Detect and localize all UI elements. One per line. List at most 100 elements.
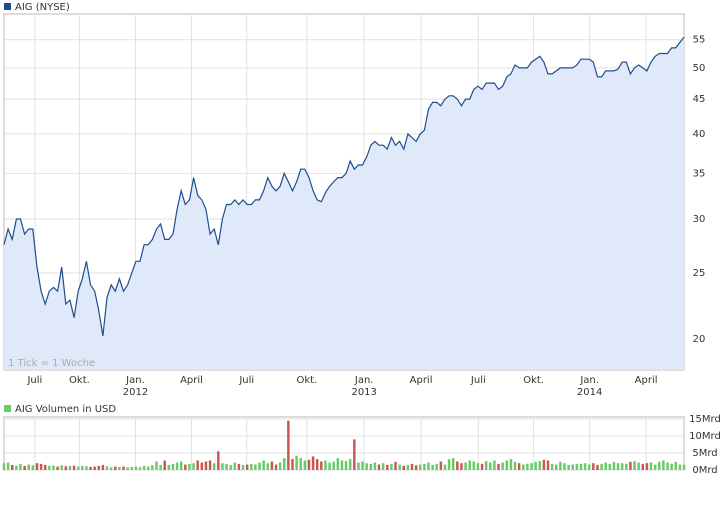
volume-bar — [258, 462, 261, 470]
volume-bar — [15, 465, 18, 470]
volume-bar — [497, 463, 500, 470]
volume-bar — [555, 464, 558, 470]
volume-bar — [155, 461, 158, 470]
volume-bar — [625, 463, 628, 470]
volume-bar — [336, 458, 340, 470]
volume-bar — [410, 463, 414, 470]
volume-bar — [208, 460, 212, 470]
y-tick-label: 20 — [693, 334, 706, 345]
volume-bar — [427, 462, 430, 470]
volume-bar — [612, 461, 616, 470]
volume-bar — [6, 462, 10, 470]
volume-bar — [616, 463, 620, 470]
y-tick-label: 25 — [693, 268, 706, 279]
volume-bar — [241, 464, 245, 470]
volume-bar — [592, 463, 595, 470]
volume-bar — [142, 465, 146, 470]
volume-bar — [204, 461, 208, 470]
volume-bar — [460, 463, 463, 470]
volume-bar — [64, 466, 68, 470]
volume-bar — [464, 462, 467, 470]
x-tick-label: Jan. — [125, 375, 145, 386]
volume-bar — [423, 463, 426, 470]
volume-bar — [653, 464, 657, 470]
volume-bar — [118, 466, 121, 470]
volume-bar — [192, 463, 195, 470]
volume-bar — [56, 466, 59, 470]
volume-bar — [538, 461, 541, 470]
y-tick-label: 55 — [693, 35, 706, 46]
volume-bar — [315, 459, 319, 470]
volume-bar — [81, 465, 84, 470]
volume-bar — [534, 461, 537, 470]
volume-bar — [68, 465, 72, 470]
volume-bar — [451, 458, 455, 470]
volume-bar — [303, 460, 307, 470]
volume-bar — [11, 464, 14, 470]
volume-bar — [307, 459, 311, 470]
volume-bar — [97, 465, 101, 470]
volume-bar — [530, 463, 533, 470]
volume-bar — [138, 467, 142, 470]
volume-bar — [431, 464, 434, 470]
y-tick-label: 50 — [693, 63, 706, 74]
volume-bar — [291, 459, 294, 470]
volume-bar — [608, 463, 612, 470]
volume-bar — [357, 462, 360, 470]
volume-bar — [114, 466, 117, 470]
volume-bar — [105, 466, 109, 470]
volume-bar — [419, 464, 422, 470]
volume-bar — [587, 464, 591, 470]
volume-bar — [283, 458, 286, 470]
volume-bar — [472, 461, 476, 470]
x-tick-label: Okt. — [523, 375, 544, 386]
volume-bar — [571, 464, 574, 470]
x-tick-label: Okt. — [69, 375, 90, 386]
volume-bar — [287, 420, 290, 470]
x-tick-label: April — [410, 375, 433, 386]
volume-bar — [52, 465, 55, 470]
y-tick-label: 5Mrd — [692, 448, 717, 459]
price-area — [4, 37, 684, 370]
volume-bar — [670, 463, 673, 470]
volume-bar — [493, 460, 496, 470]
volume-bar — [72, 465, 76, 470]
volume-bar — [662, 460, 665, 470]
volume-bar — [658, 461, 661, 470]
volume-bar — [377, 464, 381, 470]
volume-bar — [348, 459, 352, 470]
volume-bar — [328, 462, 331, 470]
volume-bar — [567, 464, 570, 470]
volume-bar — [93, 466, 96, 470]
volume-bar — [439, 461, 443, 470]
volume-bar — [468, 460, 471, 470]
volume-bar — [484, 461, 488, 470]
volume-bar — [666, 462, 669, 470]
x-tick-label: Juli — [238, 375, 254, 386]
volume-bar — [76, 466, 80, 470]
volume-bar — [402, 465, 405, 470]
volume-bar — [262, 460, 265, 470]
volume-bar — [320, 461, 323, 470]
volume-bar — [167, 464, 171, 470]
volume-bar — [522, 464, 525, 470]
x-tick-label: Juli — [470, 375, 486, 386]
volume-bar — [381, 463, 385, 470]
y-tick-label: 0Mrd — [692, 465, 717, 476]
volume-bar — [542, 459, 546, 470]
volume-bar — [501, 462, 504, 470]
x-tick-label: April — [635, 375, 658, 386]
volume-bar — [184, 464, 187, 470]
volume-bar — [2, 463, 6, 470]
volume-bar — [526, 463, 529, 470]
volume-bar — [435, 463, 438, 470]
volume-bar — [394, 461, 397, 470]
x-year-label: 2012 — [123, 387, 148, 398]
volume-bar — [575, 463, 579, 470]
volume-bar — [517, 463, 521, 470]
volume-bar — [604, 462, 607, 470]
volume-bar — [274, 464, 278, 470]
volume-bar — [221, 463, 224, 470]
y-tick-label: 15Mrd — [689, 414, 721, 425]
